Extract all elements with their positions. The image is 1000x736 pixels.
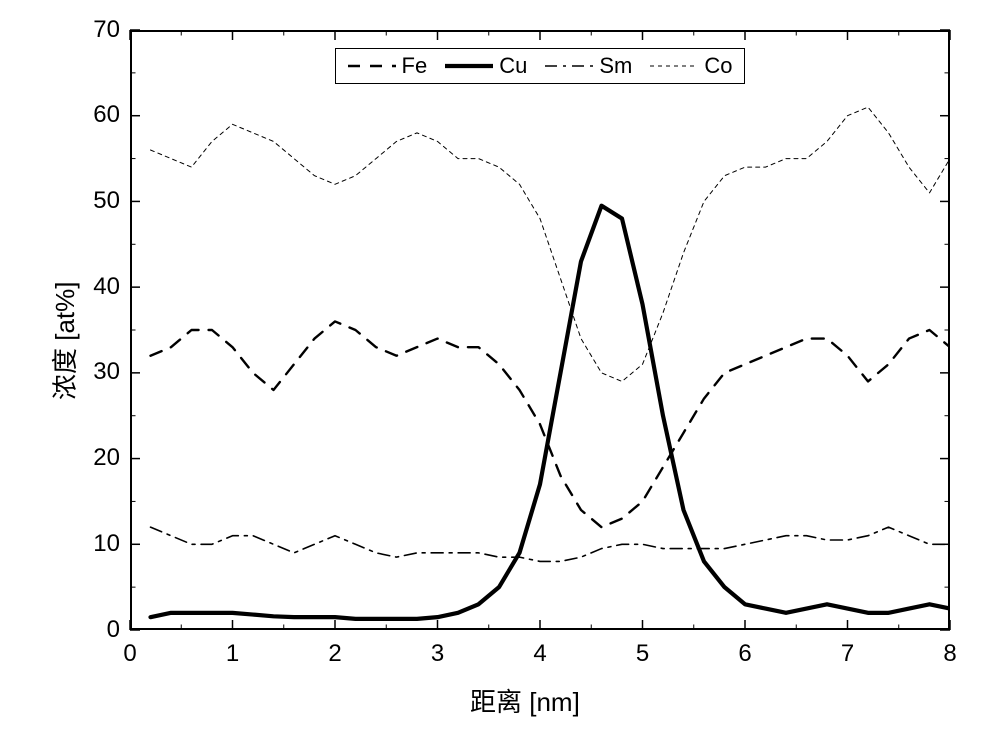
tick-label: 60 <box>93 101 120 129</box>
plot-area <box>130 30 950 630</box>
tick-label: 8 <box>943 640 956 668</box>
tick-label: 70 <box>93 16 120 44</box>
tick-label: 40 <box>93 273 120 301</box>
tick-label: 30 <box>93 358 120 386</box>
tick-label: 10 <box>93 530 120 558</box>
tick-label: 7 <box>841 640 854 668</box>
legend-item-Co: Co <box>650 53 732 79</box>
x-axis-title: 距离 [nm] <box>470 682 580 719</box>
tick-label: 4 <box>533 640 546 668</box>
legend-label-Sm: Sm <box>599 53 632 79</box>
y-axis-title: 浓度 [at%] <box>45 282 82 400</box>
legend-label-Cu: Cu <box>499 53 527 79</box>
tick-label: 2 <box>328 640 341 668</box>
tick-label: 5 <box>636 640 649 668</box>
legend-label-Co: Co <box>704 53 732 79</box>
tick-label: 0 <box>123 640 136 668</box>
legend-swatch-Sm <box>545 56 593 76</box>
tick-label: 1 <box>226 640 239 668</box>
tick-label: 20 <box>93 444 120 472</box>
tick-label: 50 <box>93 187 120 215</box>
legend: Fe Cu Sm Co <box>335 48 746 84</box>
tick-label: 3 <box>431 640 444 668</box>
legend-swatch-Fe <box>348 56 396 76</box>
legend-item-Cu: Cu <box>445 53 527 79</box>
tick-label: 0 <box>107 616 120 644</box>
concentration-line-chart: 浓度 [at%] 距离 [nm] Fe Cu Sm Co 0 1 2 3 4 5 6 7 8 0 10 20… <box>0 0 1000 736</box>
legend-swatch-Co <box>650 56 698 76</box>
legend-label-Fe: Fe <box>402 53 428 79</box>
legend-item-Sm: Sm <box>545 53 632 79</box>
tick-label: 6 <box>738 640 751 668</box>
legend-item-Fe: Fe <box>348 53 428 79</box>
legend-swatch-Cu <box>445 56 493 76</box>
